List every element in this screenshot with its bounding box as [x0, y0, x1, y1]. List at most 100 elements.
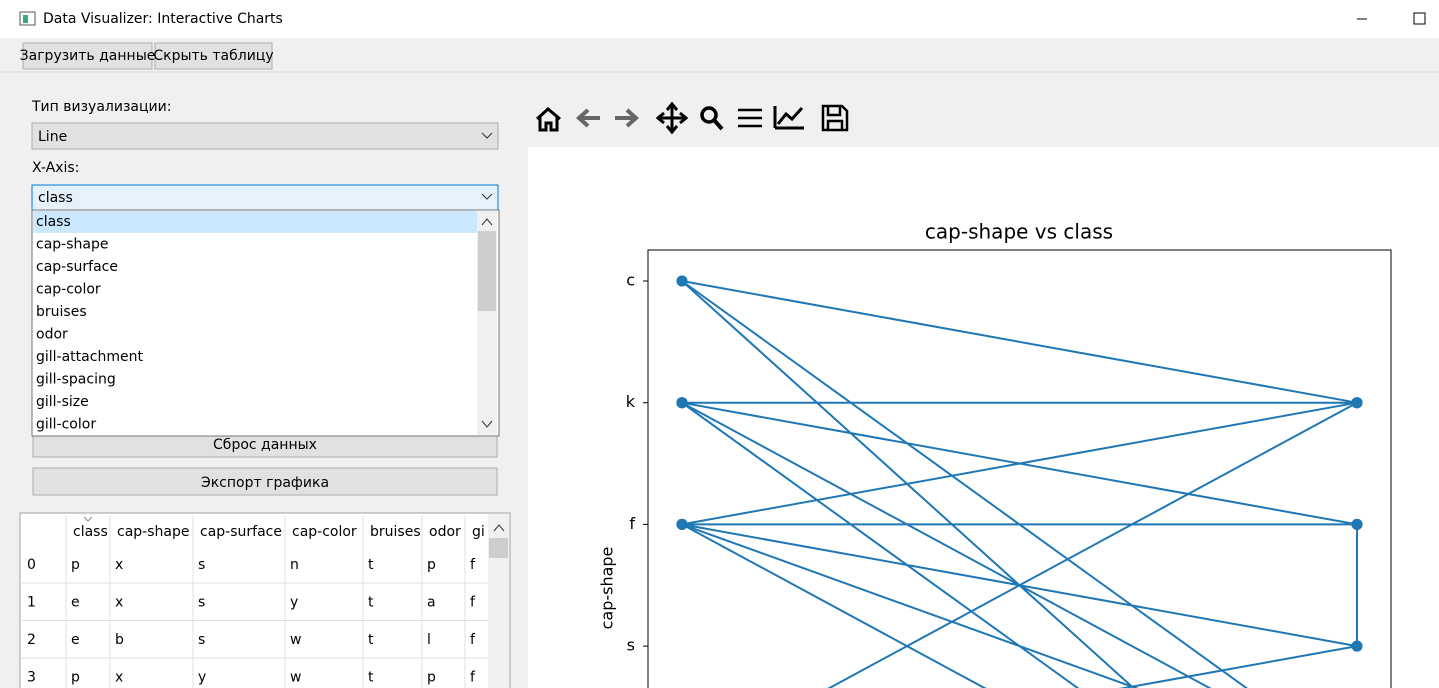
combo-value: class [38, 190, 73, 206]
table-cell: s [198, 557, 205, 573]
scroll-up-arrow[interactable] [493, 524, 505, 532]
table-cell: n [290, 557, 299, 573]
title-bar [0, 0, 1439, 38]
row-index: 0 [27, 557, 36, 573]
data-point [1351, 397, 1363, 409]
data-point [1351, 640, 1363, 652]
table-cell: t [368, 557, 374, 573]
table-cell: f [470, 557, 476, 573]
data-point [676, 275, 688, 287]
column-header[interactable]: gi [472, 524, 485, 540]
column-header[interactable]: cap-shape [117, 524, 189, 540]
dropdown-item[interactable]: cap-surface [36, 259, 118, 275]
row-index: 2 [27, 632, 36, 648]
table-cell: e [71, 595, 80, 611]
table-cell: w [290, 670, 301, 686]
edit-axes-icon[interactable] [773, 106, 804, 130]
plot: ckfsxbpe [626, 249, 1392, 688]
table-cell: p [427, 557, 436, 573]
dropdown-item[interactable]: cap-shape [36, 237, 108, 253]
table-cell: p [427, 670, 436, 686]
toolbar-button[interactable] [22, 42, 153, 70]
table [19, 512, 511, 688]
dropdown-list [31, 209, 500, 437]
column-header[interactable]: class [73, 524, 108, 540]
table-cell: a [427, 595, 436, 611]
y-tick-label: f [629, 514, 635, 533]
combo-arrow [481, 193, 493, 200]
table-cell: t [368, 632, 374, 648]
toolbar-button-label: Скрыть таблицу [153, 48, 273, 64]
table-cell: x [115, 595, 123, 611]
column-header[interactable]: bruises [370, 524, 421, 540]
zoom-icon-handle [712, 118, 724, 131]
y-tick-label: k [626, 392, 636, 411]
save-icon[interactable] [821, 104, 849, 132]
table-cell: p [71, 670, 80, 686]
table-cell: l [427, 632, 431, 648]
dropdown-item[interactable]: bruises [36, 304, 87, 320]
toolbar-button[interactable] [154, 42, 273, 70]
dropdown-item[interactable]: class [36, 214, 71, 230]
dropdown-item[interactable]: gill-color [36, 417, 96, 433]
table-cell: s [198, 595, 205, 611]
column-header[interactable]: cap-surface [200, 524, 282, 540]
table-cell: f [470, 595, 476, 611]
forward-icon[interactable] [615, 108, 640, 128]
scroll-up-arrow[interactable] [481, 218, 493, 226]
row-index: 1 [27, 595, 36, 611]
combo-box[interactable] [31, 184, 499, 211]
data-point [676, 518, 688, 530]
y-tick-label: c [626, 271, 635, 290]
column-header[interactable]: cap-color [292, 524, 357, 540]
row-index: 3 [27, 670, 36, 686]
axes-frame [647, 249, 1392, 688]
table-cell: x [115, 557, 123, 573]
table-cell: w [290, 632, 301, 648]
table-cell: t [368, 670, 374, 686]
dropdown-item[interactable]: cap-color [36, 282, 101, 298]
table-cell: f [470, 632, 476, 648]
label: Тип визуализации: [31, 99, 171, 115]
table-cell: t [368, 595, 374, 611]
y-axis-label: cap-shape [598, 547, 617, 630]
toolbar-button-label: Загрузить данные [20, 48, 156, 64]
dropdown-highlight [33, 211, 477, 233]
plot-canvas [528, 147, 1439, 688]
combo-value: Line [38, 129, 67, 145]
combo-arrow [481, 132, 493, 139]
table-cell: x [115, 670, 123, 686]
data-point [1351, 518, 1363, 530]
table-scroll-thumb[interactable] [489, 538, 508, 558]
chart-title: cap-shape vs class [925, 220, 1113, 244]
table-cell: y [198, 670, 206, 686]
app-icon-part [23, 15, 28, 23]
table-cell: y [290, 595, 298, 611]
export-button-label: Экспорт графика [201, 475, 329, 491]
scroll-down-arrow[interactable] [481, 420, 493, 428]
dropdown-item[interactable]: gill-size [36, 394, 89, 410]
table-cell: e [71, 632, 80, 648]
data-point [676, 397, 688, 409]
dropdown-item[interactable]: gill-attachment [36, 349, 143, 365]
sort-indicator [83, 516, 93, 522]
dropdown-item[interactable]: odor [36, 327, 68, 343]
zoom-icon[interactable] [700, 106, 718, 124]
table-cell: p [71, 557, 80, 573]
pan-icon[interactable] [655, 101, 689, 135]
combo-box[interactable] [31, 122, 499, 150]
window-title: Data Visualizer: Interactive Charts [43, 11, 283, 27]
home-icon[interactable] [535, 107, 561, 132]
back-icon[interactable] [575, 108, 600, 128]
maximize-button[interactable] [1413, 12, 1426, 25]
dropdown-item[interactable]: gill-spacing [36, 372, 116, 388]
column-header[interactable]: odor [429, 524, 461, 540]
reset-button-label: Сброс данных [213, 437, 317, 453]
export-button[interactable] [32, 467, 498, 496]
table-cell: f [470, 670, 476, 686]
y-tick-label: s [627, 636, 635, 655]
label: X-Axis: [32, 160, 79, 176]
table-cell: s [198, 632, 205, 648]
configure-icon[interactable] [738, 108, 762, 128]
dropdown-scroll-thumb[interactable] [478, 231, 496, 311]
